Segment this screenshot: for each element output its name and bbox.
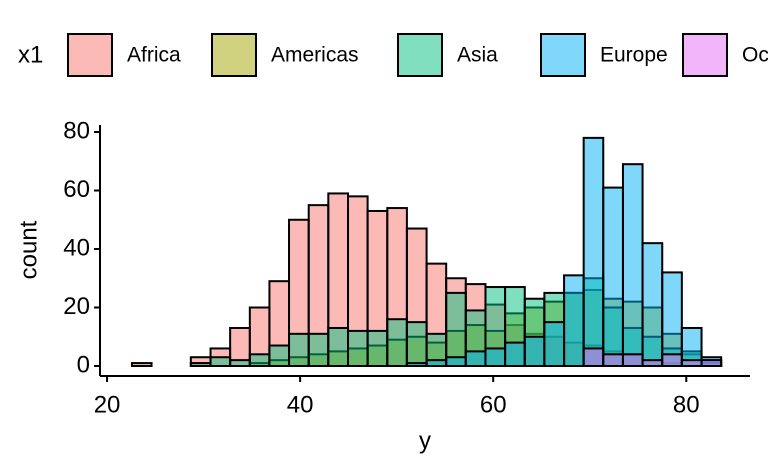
bar (621, 163, 644, 367)
bar (209, 356, 232, 367)
bar (130, 362, 153, 367)
bar (405, 321, 428, 367)
bar (268, 344, 291, 367)
y-tick-label: 80 (63, 117, 90, 144)
bar (641, 242, 664, 367)
y-axis-title: count (15, 220, 42, 279)
x-tick-label: 40 (287, 391, 314, 418)
bar (327, 326, 350, 367)
bar (425, 359, 448, 367)
bar (248, 353, 271, 367)
legend-label: Americas (271, 44, 359, 67)
y-tick-label: 40 (63, 234, 90, 261)
bar (484, 347, 507, 367)
bar (386, 318, 408, 367)
bar (464, 350, 487, 367)
x-tick-label: 20 (94, 391, 121, 418)
bar (563, 274, 585, 367)
bar (366, 329, 389, 367)
bar (445, 291, 467, 367)
legend-key (682, 33, 728, 77)
bar (602, 353, 624, 367)
bar (582, 347, 605, 367)
y-tick-label: 20 (63, 293, 90, 320)
bar (445, 356, 467, 367)
bar (405, 362, 428, 367)
x-tick-label: 80 (673, 391, 700, 418)
bar (543, 321, 566, 367)
bar (504, 341, 526, 367)
bar (680, 359, 703, 367)
bar (189, 362, 212, 367)
legend-label: Asia (457, 44, 498, 67)
bar (307, 332, 330, 367)
bar (641, 359, 664, 367)
bar (621, 353, 644, 367)
bar (661, 271, 683, 367)
bar (582, 136, 605, 367)
legend-key (540, 33, 586, 77)
legend-key (211, 33, 257, 77)
bar (288, 332, 310, 367)
y-tick-label: 0 (77, 351, 90, 378)
bar (523, 335, 546, 367)
bar (347, 329, 369, 367)
legend-key (67, 33, 113, 77)
legend-key (397, 33, 443, 77)
bar (661, 353, 683, 367)
legend-title: x1 (18, 41, 43, 68)
bar (602, 186, 624, 367)
bar (229, 359, 251, 367)
legend-label: Oceania (742, 44, 768, 67)
legend-label: Europe (600, 44, 668, 67)
legend-label: Africa (127, 44, 181, 67)
y-tick-label: 60 (63, 176, 90, 203)
x-axis-title: y (419, 427, 431, 454)
x-tick-label: 60 (480, 391, 507, 418)
bar (700, 359, 723, 367)
